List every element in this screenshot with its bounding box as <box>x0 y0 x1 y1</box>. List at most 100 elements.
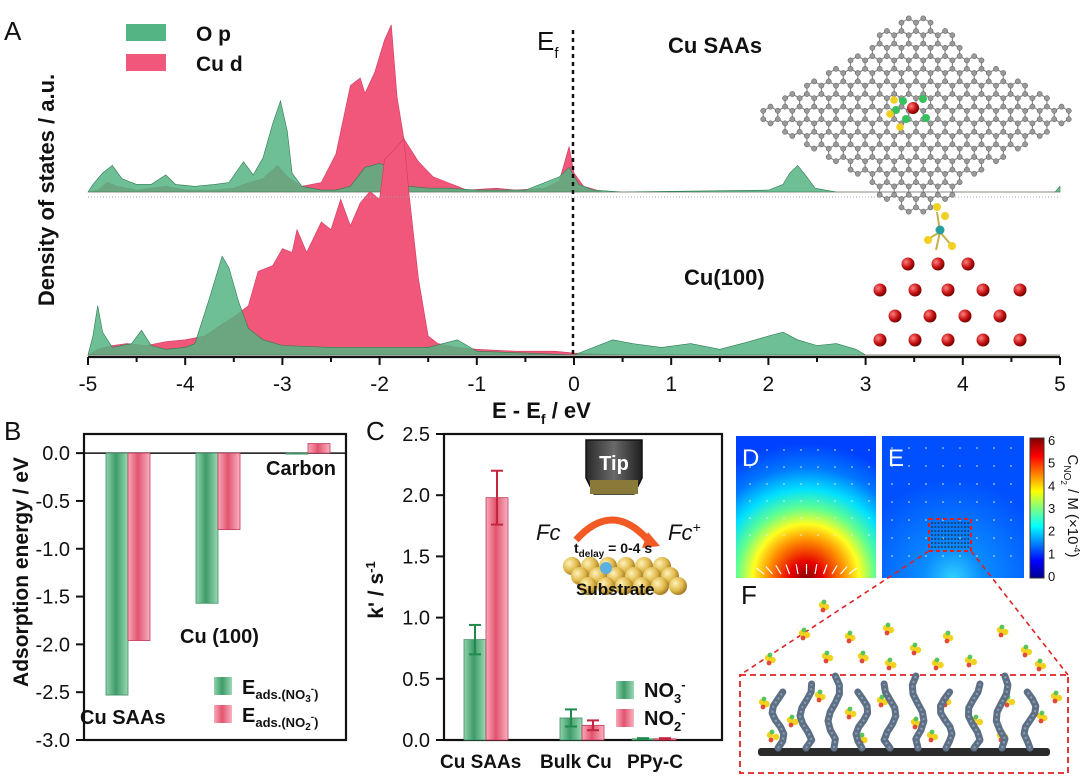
flux-arrow <box>775 565 782 575</box>
field-dot <box>925 555 927 557</box>
carbon-atom <box>927 103 934 110</box>
no-molecule-h <box>998 632 1004 638</box>
adsorbate-n-atom <box>935 225 945 235</box>
field-dot <box>766 449 768 451</box>
carbon-atom <box>818 82 825 89</box>
electrode-fiber-dot <box>937 541 940 545</box>
panel-a-y-label: Density of states / a.u. <box>34 74 59 306</box>
carbon-atom <box>876 65 883 72</box>
electrode-fiber-dot <box>940 545 944 549</box>
carbon-atom <box>942 128 948 135</box>
field-dot <box>851 534 853 536</box>
carbon-atom <box>840 128 847 135</box>
fc-label: Fc <box>536 520 560 545</box>
carbon-atom <box>789 91 796 97</box>
carbon-atom <box>774 107 781 114</box>
electrode-fiber-dot <box>957 537 960 541</box>
carbon-atom <box>898 70 905 76</box>
electrode-fiber-dot <box>937 525 940 529</box>
carbon-atom <box>854 103 861 110</box>
carbon-atom <box>796 128 803 135</box>
electrode-fiber-dot <box>944 541 947 545</box>
field-dot <box>834 449 836 451</box>
field-dot <box>1010 537 1012 539</box>
carbon-atom <box>869 53 876 60</box>
carbon-atom <box>934 32 941 39</box>
flux-arrow <box>755 567 765 575</box>
secm-inset-illustration: Tip Fc Fc+ tdelay = 0-4 s Substrate <box>536 439 701 599</box>
field-dot <box>766 534 768 536</box>
x-tick-label: -3 <box>273 373 292 396</box>
electrode-fiber-dot <box>944 529 947 533</box>
carbon-atom <box>949 82 956 89</box>
cu-atom <box>961 257 975 271</box>
cu-atom <box>976 333 990 347</box>
field-dot <box>976 501 978 503</box>
heatmap-e-field-dots <box>891 447 1012 557</box>
legend-b-no3-label: Eads.(NO3-) <box>242 677 318 705</box>
y-tick-label: -1.0 <box>36 539 70 561</box>
carbon-atom <box>862 65 868 72</box>
panel-b-frame <box>82 432 348 742</box>
carbon-atom <box>913 128 919 135</box>
carbon-atom <box>956 154 963 160</box>
carbon-atom <box>1044 128 1050 135</box>
carbon-atom <box>913 44 919 51</box>
field-dot <box>749 449 751 451</box>
carbon-atom <box>905 133 912 139</box>
carbon-atom <box>869 44 876 51</box>
field-dot <box>959 537 961 539</box>
carbon-atom <box>905 82 912 89</box>
electrode-fiber-dot <box>937 545 940 549</box>
panel-c-bars: Cu SAAs Bulk Cu PPy-C <box>440 469 683 773</box>
carbon-atom <box>905 91 912 97</box>
no-molecule-o <box>1001 628 1009 636</box>
field-dot <box>925 537 927 539</box>
heatmap-e-electrode-fibers <box>930 521 970 549</box>
carbon-atom <box>920 32 927 39</box>
field-dot <box>993 555 995 557</box>
electrode-fiber-dot <box>937 533 940 537</box>
category-label-b: Cu SAAs <box>80 707 166 729</box>
carbon-atom <box>884 95 890 102</box>
carbon-atom <box>884 154 890 160</box>
carbon-atom <box>1058 103 1065 110</box>
field-dot <box>976 537 978 539</box>
field-dot <box>783 466 785 468</box>
carbon-atom <box>964 65 970 72</box>
field-dot <box>749 500 751 502</box>
field-dot <box>908 483 910 485</box>
electrode-fiber-dot <box>960 537 963 541</box>
x-tick-label: -4 <box>176 373 195 396</box>
carbon-atom <box>891 82 898 89</box>
no-molecule-n <box>885 622 891 628</box>
cu-atom <box>993 309 1007 323</box>
carbon-atom <box>1036 107 1043 114</box>
carbon-atom <box>913 154 919 160</box>
field-dot <box>868 449 870 451</box>
field-dot <box>851 466 853 468</box>
no-molecule-n <box>847 706 853 712</box>
cu-dopant-atom <box>600 562 612 574</box>
field-dot <box>891 465 893 467</box>
carbon-atom <box>949 65 956 72</box>
nitrogen-atom <box>922 114 930 122</box>
fc-plus-label: Fc+ <box>668 519 701 545</box>
tdelay-label: tdelay = 0-4 s <box>574 540 652 560</box>
carbon-atom <box>884 120 890 127</box>
cu-atom <box>873 283 887 297</box>
carbon-atom <box>1051 107 1058 114</box>
field-dot <box>942 555 944 557</box>
bar-b-cu-100--no3 <box>195 452 219 604</box>
carbon-atom <box>782 120 788 127</box>
no-molecule-h <box>933 665 939 671</box>
carbon-atom <box>920 208 927 215</box>
field-dot <box>800 466 802 468</box>
panel-f: F <box>739 550 1069 774</box>
category-label-c: PPy-C <box>627 752 683 773</box>
field-dot <box>891 483 893 485</box>
carbon-atom <box>978 116 985 123</box>
carbon-atom <box>927 70 934 76</box>
colorbar-tick-label: 1 <box>1048 546 1055 561</box>
carbon-atom <box>804 133 810 139</box>
